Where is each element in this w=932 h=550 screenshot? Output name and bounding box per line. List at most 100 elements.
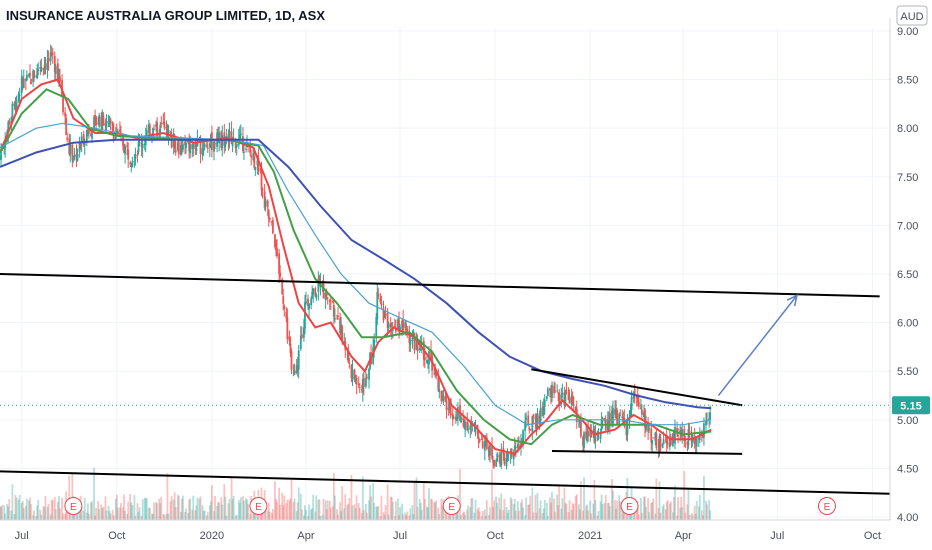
volume-bar [481, 511, 484, 520]
candle-body [91, 133, 93, 139]
volume-bar [334, 495, 336, 520]
volume-bar [442, 499, 445, 520]
volume-bar [366, 512, 368, 520]
candle-body [677, 434, 679, 437]
candle-body [615, 408, 617, 417]
volume-bar [698, 494, 701, 520]
candle-body [264, 200, 267, 207]
earnings-label: E [824, 502, 831, 513]
candle-body [328, 299, 331, 302]
candle-body [405, 325, 408, 330]
volume-bar [615, 508, 617, 520]
candle-body [655, 433, 658, 448]
candle-body [22, 78, 25, 89]
volume-bar [430, 498, 432, 520]
volume-bar [563, 487, 566, 520]
currency-label: AUD [900, 11, 923, 23]
volume-bar [500, 493, 503, 520]
volume-bar [438, 514, 441, 520]
currency-badge[interactable]: AUD [896, 5, 928, 26]
candle-body [33, 70, 36, 79]
y-tick-label: 6.00 [897, 318, 918, 330]
volume-bar [590, 513, 593, 520]
candle-body [32, 70, 34, 83]
volume-bar [658, 481, 661, 520]
candle-body [630, 397, 633, 410]
projection-arrow[interactable] [717, 294, 798, 397]
volume-bar [580, 481, 582, 520]
candle-body [326, 297, 329, 299]
volume-bar [82, 510, 85, 520]
volume-bar [369, 485, 371, 520]
volume-bar [101, 508, 104, 520]
trend-line-wedge-top[interactable] [531, 368, 743, 407]
volume-bar [58, 496, 60, 520]
candle-body [209, 134, 212, 142]
candle-body [556, 390, 559, 392]
volume-bar [384, 505, 387, 520]
volume-bar [119, 507, 121, 520]
candle-body [263, 191, 266, 208]
volume-bar [322, 498, 325, 520]
candle-body [368, 368, 370, 380]
candle-body [208, 143, 211, 148]
volume-bar [188, 499, 191, 520]
volume-bar [633, 509, 636, 520]
trend-lines-layer[interactable] [0, 273, 891, 495]
volume-bar [574, 495, 577, 520]
candle-body [44, 63, 47, 70]
candle-body [525, 417, 528, 420]
projection-arrow-head [786, 294, 799, 307]
volume-bar [606, 503, 609, 520]
candle-body [380, 303, 383, 306]
candle-body [493, 459, 495, 467]
trend-line-upper-channel[interactable] [0, 273, 880, 298]
candle-body [350, 365, 353, 378]
candle-body [563, 392, 566, 406]
volume-bar [499, 509, 502, 520]
volume-bar [525, 497, 528, 520]
volume-bar [386, 484, 389, 520]
volume-bar [317, 499, 320, 520]
volume-bar [603, 503, 606, 520]
volume-bar [91, 501, 93, 520]
candle-body [8, 121, 11, 124]
candle-body [235, 143, 238, 147]
candle-body [205, 145, 208, 147]
volume-bar [460, 514, 462, 520]
volume-bar [340, 511, 343, 520]
earnings-marker[interactable] [620, 497, 639, 515]
volume-bar [451, 510, 454, 520]
earnings-marker[interactable] [249, 497, 268, 515]
volume-bar [187, 512, 190, 520]
candle-body [104, 123, 107, 127]
volume-bar [467, 505, 470, 520]
volume-bar [448, 515, 451, 520]
candle-body [354, 378, 357, 382]
candle-body [98, 115, 101, 127]
candle-body [418, 348, 421, 351]
trend-line-wedge-bottom[interactable] [551, 449, 743, 455]
volume-bar [655, 478, 658, 520]
volume-bar [108, 511, 111, 520]
candle-body [297, 350, 300, 370]
volume-bar [437, 507, 440, 520]
earnings-marker[interactable] [817, 497, 836, 515]
volume-bar [167, 513, 170, 520]
trend-line-lower-channel[interactable] [0, 470, 891, 495]
last-price-tag [892, 396, 930, 415]
candle-body [71, 145, 74, 161]
volume-bar [177, 496, 180, 520]
volume-bar [705, 500, 707, 520]
volume-bar [156, 503, 159, 520]
volume-bar [144, 497, 147, 520]
candle-body [664, 437, 667, 439]
volume-bar [235, 514, 238, 520]
candle-body [311, 291, 314, 298]
volume-bar [538, 508, 541, 520]
volume-bar [289, 498, 292, 520]
earnings-marker[interactable] [442, 497, 461, 515]
candle-body [137, 141, 140, 153]
earnings-marker[interactable] [64, 497, 83, 515]
